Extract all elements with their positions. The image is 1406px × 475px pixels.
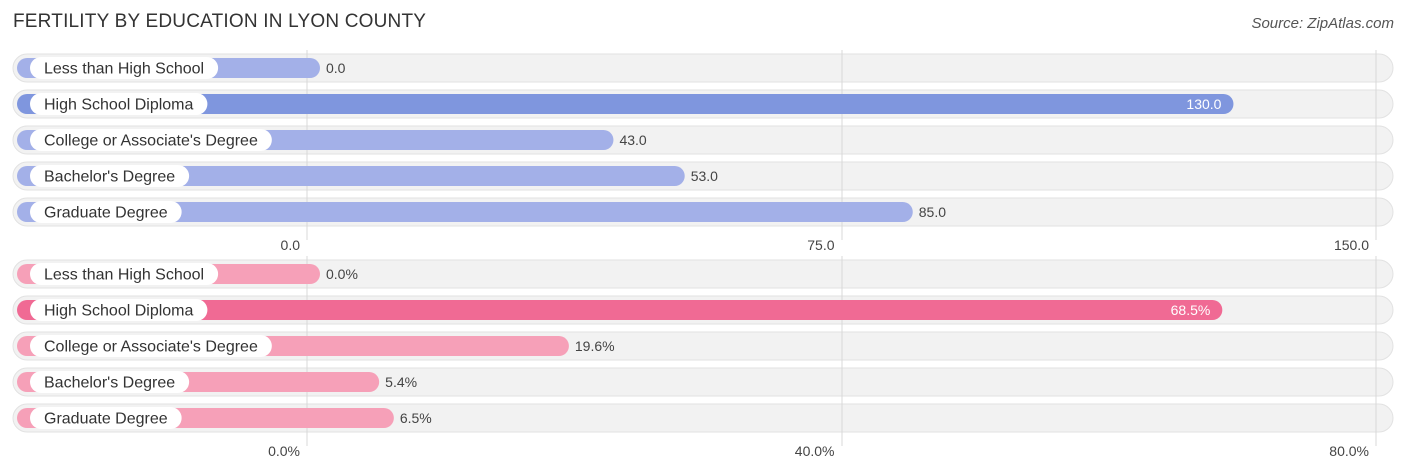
- category-label-pill: [30, 165, 190, 187]
- category-label: College or Associate's Degree: [44, 133, 258, 150]
- row-background: [12, 259, 1394, 289]
- category-label: Bachelor's Degree: [44, 169, 175, 186]
- bar: [17, 94, 1234, 114]
- category-label-pill: [30, 129, 272, 151]
- source-label: Source: ZipAtlas.com: [1251, 15, 1394, 32]
- category-label-pill: [30, 93, 208, 115]
- tick-label: 0.0%: [268, 443, 300, 459]
- value-label: 68.5%: [1171, 302, 1211, 318]
- bar: [17, 300, 1223, 320]
- category-label-pill: [30, 371, 190, 393]
- tick-label: 0.0: [281, 237, 301, 253]
- tick-label: 80.0%: [1329, 443, 1369, 459]
- category-label: Less than High School: [44, 61, 204, 78]
- category-label-pill: [30, 335, 272, 357]
- bar: [17, 202, 913, 222]
- value-label: 85.0: [919, 204, 946, 220]
- value-label: 19.6%: [575, 338, 615, 354]
- chart-title: FERTILITY BY EDUCATION IN LYON COUNTY: [13, 11, 427, 32]
- category-label: Graduate Degree: [44, 411, 168, 428]
- value-label: 5.4%: [385, 374, 417, 390]
- chart-panel-1: Less than High School 0.0 High School Dipl…: [12, 50, 1394, 253]
- category-label-pill: [30, 407, 182, 429]
- value-label: 43.0: [619, 132, 646, 148]
- category-label-pill: [30, 201, 182, 223]
- tick-label: 150.0: [1334, 237, 1369, 253]
- value-label: 6.5%: [400, 410, 432, 426]
- tick-label: 40.0%: [795, 443, 835, 459]
- category-label-pill: [30, 57, 219, 79]
- value-label: 130.0: [1186, 96, 1221, 112]
- category-label: Less than High School: [44, 267, 204, 284]
- category-label: Bachelor's Degree: [44, 375, 175, 392]
- tick-label: 75.0: [807, 237, 834, 253]
- category-label: Graduate Degree: [44, 205, 168, 222]
- category-label-pill: [30, 299, 208, 321]
- category-label-pill: [30, 263, 219, 285]
- value-label: 0.0%: [326, 266, 358, 282]
- value-label: 53.0: [691, 168, 718, 184]
- category-label: High School Diploma: [44, 303, 194, 320]
- value-label: 0.0: [326, 60, 346, 76]
- row-background: [12, 53, 1394, 83]
- category-label: College or Associate's Degree: [44, 339, 258, 356]
- chart-panel-2: Less than High School 0.0% High School Dip…: [12, 256, 1394, 459]
- category-label: High School Diploma: [44, 97, 194, 114]
